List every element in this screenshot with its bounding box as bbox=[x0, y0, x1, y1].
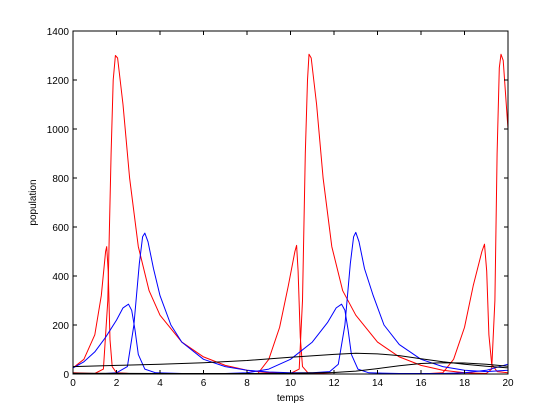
y-tick-label: 0 bbox=[63, 370, 69, 381]
x-tick-label: 8 bbox=[244, 378, 250, 389]
y-tick-label: 1400 bbox=[47, 27, 70, 38]
y-axis: 0 200 400 600 800 1000 1200 1400 bbox=[47, 27, 508, 381]
x-axis-label: temps bbox=[277, 393, 304, 404]
x-tick-label: 16 bbox=[415, 378, 427, 389]
x-tick-label: 14 bbox=[372, 378, 384, 389]
y-tick-label: 200 bbox=[52, 321, 69, 332]
x-tick-label: 6 bbox=[201, 378, 207, 389]
x-tick-label: 2 bbox=[114, 378, 120, 389]
y-tick-label: 600 bbox=[52, 223, 69, 234]
y-tick-label: 800 bbox=[52, 174, 69, 185]
y-tick-label: 400 bbox=[52, 272, 69, 283]
x-tick-label: 12 bbox=[328, 378, 340, 389]
x-tick-label: 4 bbox=[157, 378, 163, 389]
x-axis: 0 2 4 6 8 10 12 14 16 18 20 bbox=[70, 31, 514, 389]
x-tick-label: 0 bbox=[70, 378, 76, 389]
series-line-3 bbox=[72, 303, 509, 374]
axes-frame bbox=[72, 30, 509, 375]
x-tick-label: 18 bbox=[459, 378, 471, 389]
y-tick-label: 1200 bbox=[47, 76, 70, 87]
x-tick-label: 10 bbox=[285, 378, 297, 389]
series-line-2 bbox=[72, 53, 509, 374]
x-tick-label: 20 bbox=[502, 378, 514, 389]
series-layer bbox=[72, 53, 509, 375]
y-tick-label: 1000 bbox=[47, 125, 70, 136]
y-axis-label: population bbox=[28, 179, 39, 225]
